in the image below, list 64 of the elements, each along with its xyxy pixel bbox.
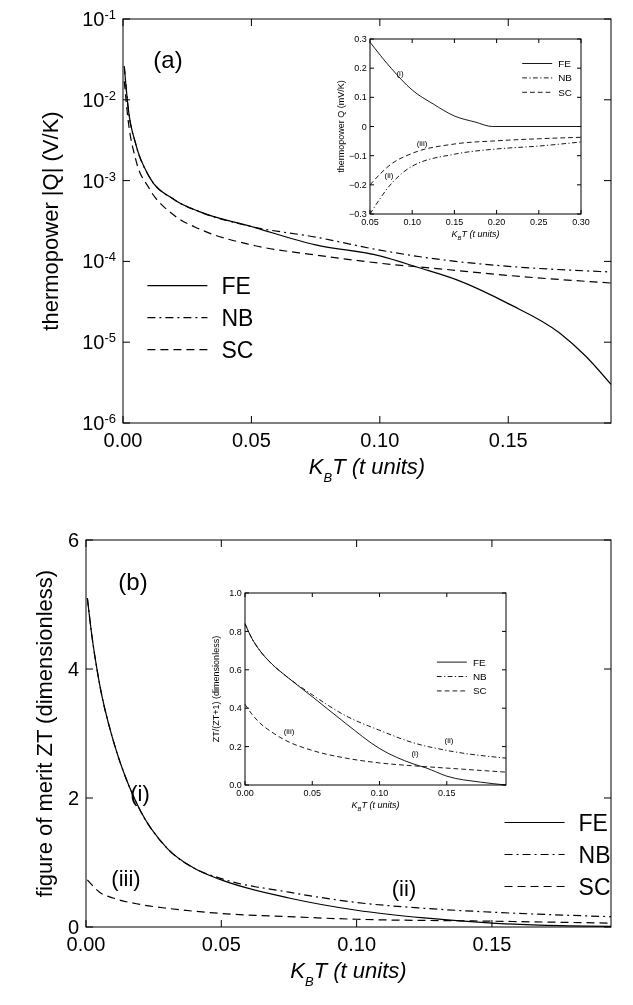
- x-tick-label: 0.10: [360, 429, 400, 451]
- annotation: (i): [130, 780, 150, 806]
- annotation: (ii): [391, 875, 417, 901]
- x-tick-label: 0.30: [572, 216, 590, 227]
- legend-label: NB: [578, 841, 611, 868]
- legend-label: NB: [558, 72, 573, 84]
- legend-label: SC: [472, 685, 487, 697]
- x-tick-label: 0.05: [303, 787, 322, 798]
- y-tick-label: 0.1: [354, 92, 367, 103]
- legend-label: FE: [558, 57, 572, 69]
- y-tick-label: 4: [67, 658, 79, 680]
- y-tick-label: 10$^{-3}$: [82, 168, 116, 192]
- y-tick-label: 0: [361, 121, 367, 132]
- y-tick-label: 0.4: [229, 703, 242, 714]
- legend-label: FE: [578, 809, 608, 836]
- x-axis-title: K$_{B}$T (t units): [308, 454, 426, 485]
- annotation: (i): [396, 68, 404, 78]
- legend-label: SC: [578, 873, 611, 900]
- annotation: (iii): [111, 865, 141, 891]
- legend-label: FE: [472, 656, 486, 668]
- y-tick-label: 10$^{-5}$: [82, 329, 116, 354]
- y-tick-label: 0.6: [229, 664, 242, 675]
- x-tick-label: 0.20: [487, 216, 506, 227]
- x-tick-label: 0.15: [472, 933, 512, 955]
- legend-label: NB: [221, 304, 254, 331]
- x-tick-label: 0.10: [370, 787, 389, 798]
- y-tick-label: 0.2: [229, 741, 242, 752]
- annotation: (iii): [283, 726, 295, 736]
- y-tick-label: 10$^{-4}$: [82, 248, 116, 273]
- annotation: (i): [411, 748, 419, 758]
- y-axis-title: ZT/(ZT+1) (dimensionless): [210, 635, 221, 743]
- y-axis-title: figure of merit ZT (dimensionless): [32, 569, 57, 898]
- legend-label: FE: [221, 272, 251, 299]
- legend-label: SC: [221, 336, 254, 363]
- annotation: (b): [118, 568, 148, 596]
- x-tick-label: 0.15: [438, 787, 456, 798]
- x-tick-label: 0.15: [445, 216, 464, 227]
- y-axis-title: thermopower |Q| (V/K): [38, 111, 63, 331]
- x-tick-label: 0.10: [337, 933, 377, 955]
- y-tick-label: 2: [67, 787, 79, 809]
- x-tick-label: 0.05: [231, 429, 271, 451]
- y-tick-label: −0.2: [349, 179, 367, 190]
- annotation: (ii): [444, 735, 454, 745]
- x-tick-label: 0.15: [488, 429, 528, 451]
- legend-label: NB: [472, 670, 488, 682]
- y-tick-label: −0.1: [349, 150, 367, 161]
- y-tick-label: 6: [67, 529, 79, 551]
- y-tick-label: 0.3: [354, 34, 367, 45]
- x-tick-label: 0.10: [403, 216, 421, 227]
- x-axis-title: K$_{B}$T (t units): [290, 958, 407, 989]
- x-axis-title: K$_{B}$T (t units): [451, 228, 500, 241]
- y-tick-label: 10$^{-1}$: [82, 6, 116, 30]
- y-tick-label: 0.2: [354, 63, 367, 74]
- y-tick-label: 0.8: [229, 626, 242, 637]
- x-tick-label: 0.05: [201, 933, 241, 955]
- x-tick-label: 0.25: [530, 216, 548, 227]
- annotation: (a): [153, 46, 183, 74]
- annotation: (ii): [384, 170, 394, 180]
- y-axis-title: thermopower Q (mV/K): [335, 80, 346, 173]
- legend-label: SC: [558, 86, 572, 98]
- y-tick-label: 1.0: [229, 588, 242, 599]
- x-axis-title: K$_{B}$T (t units): [351, 799, 400, 812]
- annotation: (iii): [416, 138, 428, 148]
- y-tick-label: 10$^{-2}$: [82, 87, 116, 111]
